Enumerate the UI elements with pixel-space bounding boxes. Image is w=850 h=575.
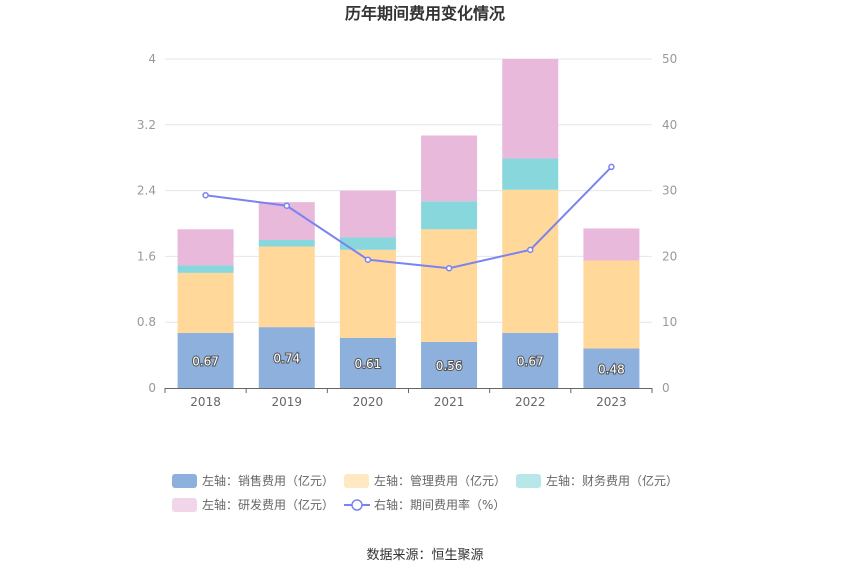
- bar-labels: 0.67 0.74 0.61 0.56 0.67 0.48: [191, 351, 626, 378]
- bar-segment: [177, 332, 234, 388]
- rate-point: [283, 202, 290, 209]
- rate-point: [608, 163, 615, 171]
- bar-segment: [177, 265, 234, 273]
- bar-segment: [583, 348, 640, 388]
- bars: [177, 59, 640, 388]
- bar-segment: [258, 327, 315, 388]
- legend-swatch: [172, 474, 197, 488]
- legend-label: 右轴：期间费用率（%）: [374, 497, 505, 512]
- bar-segment: [421, 229, 478, 342]
- legend-swatch: [344, 474, 369, 488]
- bar-segment: [502, 158, 559, 190]
- left-axis-tick: 0: [148, 381, 156, 395]
- right-axis-tick: 50: [662, 52, 677, 66]
- left-axis-tick: 2.4: [137, 184, 156, 198]
- bar-segment: [339, 190, 396, 238]
- right-axis: 0 10 20 30 40 50: [662, 52, 677, 395]
- source-note: 数据来源：恒生聚源: [366, 548, 483, 563]
- right-axis-tick: 40: [662, 118, 677, 132]
- left-axis-tick: 3.2: [137, 118, 156, 132]
- legend: 左轴：销售费用（亿元） 左轴：管理费用（亿元） 左轴：财务费用（亿元） 左轴：研发费用…: [172, 473, 678, 512]
- x-tick-label: 2018: [190, 395, 221, 409]
- bar-segment: [583, 260, 640, 349]
- rate-line-path: [205, 166, 613, 270]
- bar-segment: [258, 246, 315, 328]
- right-axis-tick: 0: [662, 381, 670, 395]
- x-axis: 2018 2019 2020 2021 2022 2023: [164, 388, 653, 409]
- bar-segment: [421, 341, 478, 388]
- rate-point: [527, 246, 534, 254]
- bar-segment: [421, 201, 478, 230]
- legend-swatch: [172, 498, 197, 512]
- legend-label: 左轴：管理费用（亿元）: [374, 473, 506, 488]
- legend-label: 左轴：财务费用（亿元）: [546, 473, 678, 488]
- bar-value-label: 0.74: [273, 352, 300, 366]
- rate-line: [202, 163, 615, 272]
- x-tick-label: 2023: [596, 395, 627, 409]
- rate-point: [202, 191, 209, 199]
- x-tick-label: 2020: [353, 395, 384, 409]
- bar-value-label: 0.67: [192, 354, 219, 368]
- bar-segment: [339, 249, 396, 338]
- legend-label: 左轴：销售费用（亿元）: [202, 473, 334, 488]
- rate-point: [364, 256, 372, 263]
- grid-lines: [165, 58, 652, 323]
- bar-segment: [339, 237, 396, 250]
- right-axis-tick: 30: [662, 184, 677, 198]
- left-axis: 0 0.8 1.6 2.4 3.2 4: [137, 52, 156, 395]
- bar-segment: [421, 135, 478, 202]
- left-axis-tick: 1.6: [137, 249, 156, 263]
- bar-segment: [177, 272, 234, 333]
- x-tick-label: 2021: [434, 395, 465, 409]
- bar-value-label: 0.67: [517, 354, 544, 368]
- bar-value-label: 0.48: [598, 362, 625, 376]
- legend-swatch: [516, 474, 541, 488]
- bar-segment: [502, 332, 559, 388]
- right-axis-tick: 20: [662, 249, 677, 263]
- bar-segment: [583, 228, 640, 261]
- left-axis-tick: 4: [148, 52, 156, 66]
- bar-segment: [502, 189, 559, 333]
- left-axis-tick: 0.8: [137, 315, 156, 329]
- bar-segment: [177, 229, 234, 266]
- bar-segment: [339, 337, 396, 388]
- bar-value-label: 0.56: [436, 359, 463, 373]
- rate-point: [445, 264, 453, 272]
- x-tick-label: 2019: [271, 395, 302, 409]
- legend-label: 左轴：研发费用（亿元）: [202, 497, 334, 512]
- x-tick-label: 2022: [515, 395, 546, 409]
- right-axis-tick: 10: [662, 315, 677, 329]
- bar-segment: [502, 59, 559, 159]
- bar-value-label: 0.61: [355, 357, 382, 371]
- chart-title: 历年期间费用变化情况: [345, 4, 505, 23]
- legend-swatch-marker: [351, 499, 363, 511]
- bar-segment: [258, 239, 315, 247]
